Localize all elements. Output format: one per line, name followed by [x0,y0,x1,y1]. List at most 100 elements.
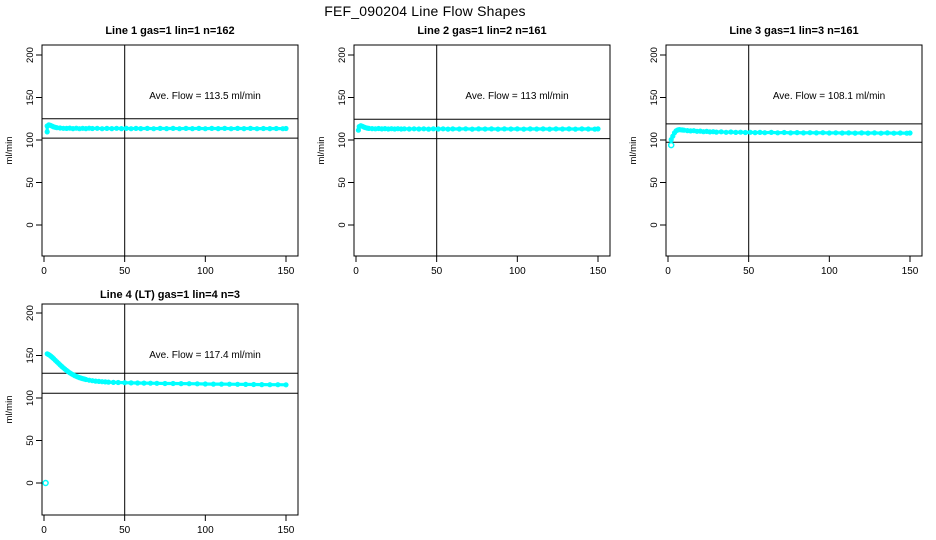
data-point [260,125,266,132]
data-point [718,129,724,135]
data-point [553,126,559,132]
data-point [235,381,241,387]
data-point [697,128,703,134]
data-point [259,381,265,388]
data-point [788,130,794,136]
data-point [280,126,286,132]
data-point [820,130,826,136]
data-point [164,126,170,132]
data-point [411,126,417,132]
data-point [833,130,839,136]
data-point [104,125,110,131]
y-tick-label: 150 [25,90,36,106]
data-point [800,130,807,136]
data-point [527,126,533,132]
data-point [398,126,404,132]
data-point [388,126,395,132]
plot-box [665,44,923,257]
ave-flow-label: Ave. Flow = 117.4 ml/min [149,350,261,361]
data-point [416,126,422,132]
data-point [566,126,572,132]
data-point [508,126,514,132]
data-point [273,125,279,132]
data-point [592,126,598,132]
y-tick-label: 100 [337,132,348,148]
data-point [251,381,257,388]
data-point [133,125,139,131]
data-point [115,379,121,386]
data-point [704,128,710,134]
data-point [737,129,744,135]
y-tick-label: 150 [25,348,36,364]
data-point [794,130,800,136]
data-point [170,380,176,387]
data-point [89,378,96,384]
data-point [401,126,408,132]
data-point [96,378,102,385]
x-tick-label: 150 [278,266,295,277]
data-point [723,129,729,135]
data-point [241,126,247,132]
data-point [157,125,163,131]
data-point [559,126,566,132]
data-point [267,126,273,132]
data-point [67,125,73,131]
data-point [540,126,546,132]
data-point [183,125,189,131]
data-point [123,125,129,131]
data-point [89,125,96,132]
data-point [92,378,99,384]
data-point [421,126,427,132]
x-tick-label: 50 [431,266,443,277]
data-point [102,379,108,385]
data-point [733,129,739,135]
y-tick-label: 50 [337,177,348,188]
data-point [99,126,105,132]
ave-flow-label: Ave. Flow = 113 ml/min [465,91,569,102]
data-point [86,125,92,131]
data-point [170,125,176,131]
data-point [859,130,865,136]
x-tick-label: 50 [119,525,131,536]
data-point [385,126,391,132]
data-point [813,130,819,136]
data-point [595,126,601,132]
data-point [482,126,488,132]
data-point [395,126,401,132]
data-point [897,130,903,136]
y-tick-label: 100 [649,132,660,148]
data-point [254,126,260,132]
data-point [392,126,398,132]
panel-line1: 0 50 100 150 200 0 50 100 150 ml/min Line 1 gas=1… [0,0,312,277]
data-point [585,126,591,132]
data-point [547,126,553,132]
x-tick-label: 0 [41,525,47,536]
data-point [113,125,120,131]
panel-line4: 0 50 100 150 200 0 50 100 150 ml/min Line 4 (LT) … [0,270,312,540]
data-point [713,129,720,135]
data-point [752,130,758,136]
data-point [710,129,716,135]
data-point [154,380,160,386]
data-point [768,129,774,135]
x-tick-label: 150 [278,525,295,536]
data-point [884,130,890,136]
outlier-point [42,479,49,487]
data-point [878,130,884,136]
y-tick-label: 200 [25,305,36,321]
panel-title: Line 2 gas=1 lin=2 n=161 [417,25,547,37]
y-tick-label: 150 [649,90,660,106]
x-tick-label: 50 [743,266,755,277]
data-point [687,128,694,134]
y-axis-title: ml/min [4,137,15,165]
y-tick-label: 100 [25,390,36,406]
data-point [218,381,225,387]
data-point [865,130,871,136]
data-point [151,126,157,132]
x-tick-label: 100 [197,525,214,536]
data-point [194,381,200,387]
y-tick-label: 150 [337,90,348,106]
data-point [109,126,115,132]
y-tick-label: 50 [649,177,660,188]
data-point [215,126,221,132]
